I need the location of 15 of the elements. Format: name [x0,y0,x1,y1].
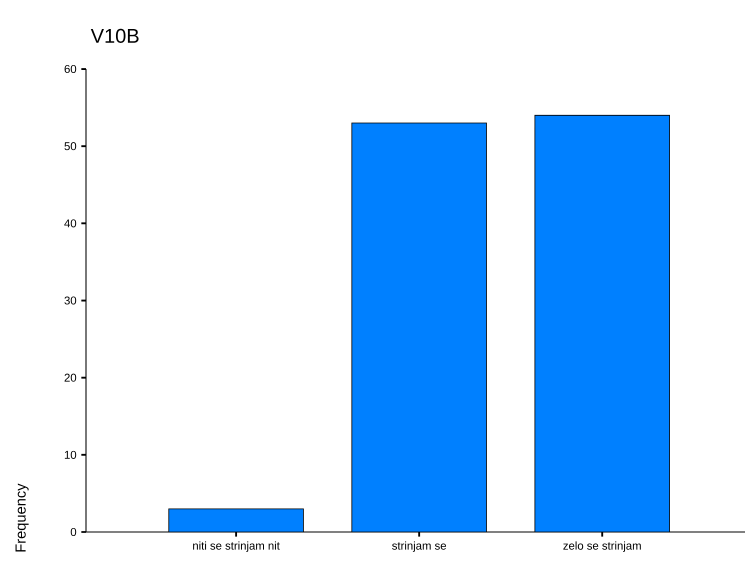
y-tick-label: 30 [64,296,76,305]
y-axis-title: Frequency [16,484,29,552]
bar [168,508,304,532]
chart-title: V10B [90,28,139,43]
y-tick-label: 50 [64,142,76,150]
y-tick-label: 60 [64,65,76,74]
y-tick-label: 40 [64,219,76,228]
x-tick-label: niti se strinjam nit [193,541,280,552]
x-tick-label: zelo se strinjam [563,541,641,552]
x-tick-label: strinjam se [392,541,446,552]
bar [351,122,487,532]
y-tick-label: 0 [70,528,76,536]
y-tick-label: 20 [64,374,76,382]
y-tick-label: 10 [64,450,76,459]
bar [534,114,670,532]
